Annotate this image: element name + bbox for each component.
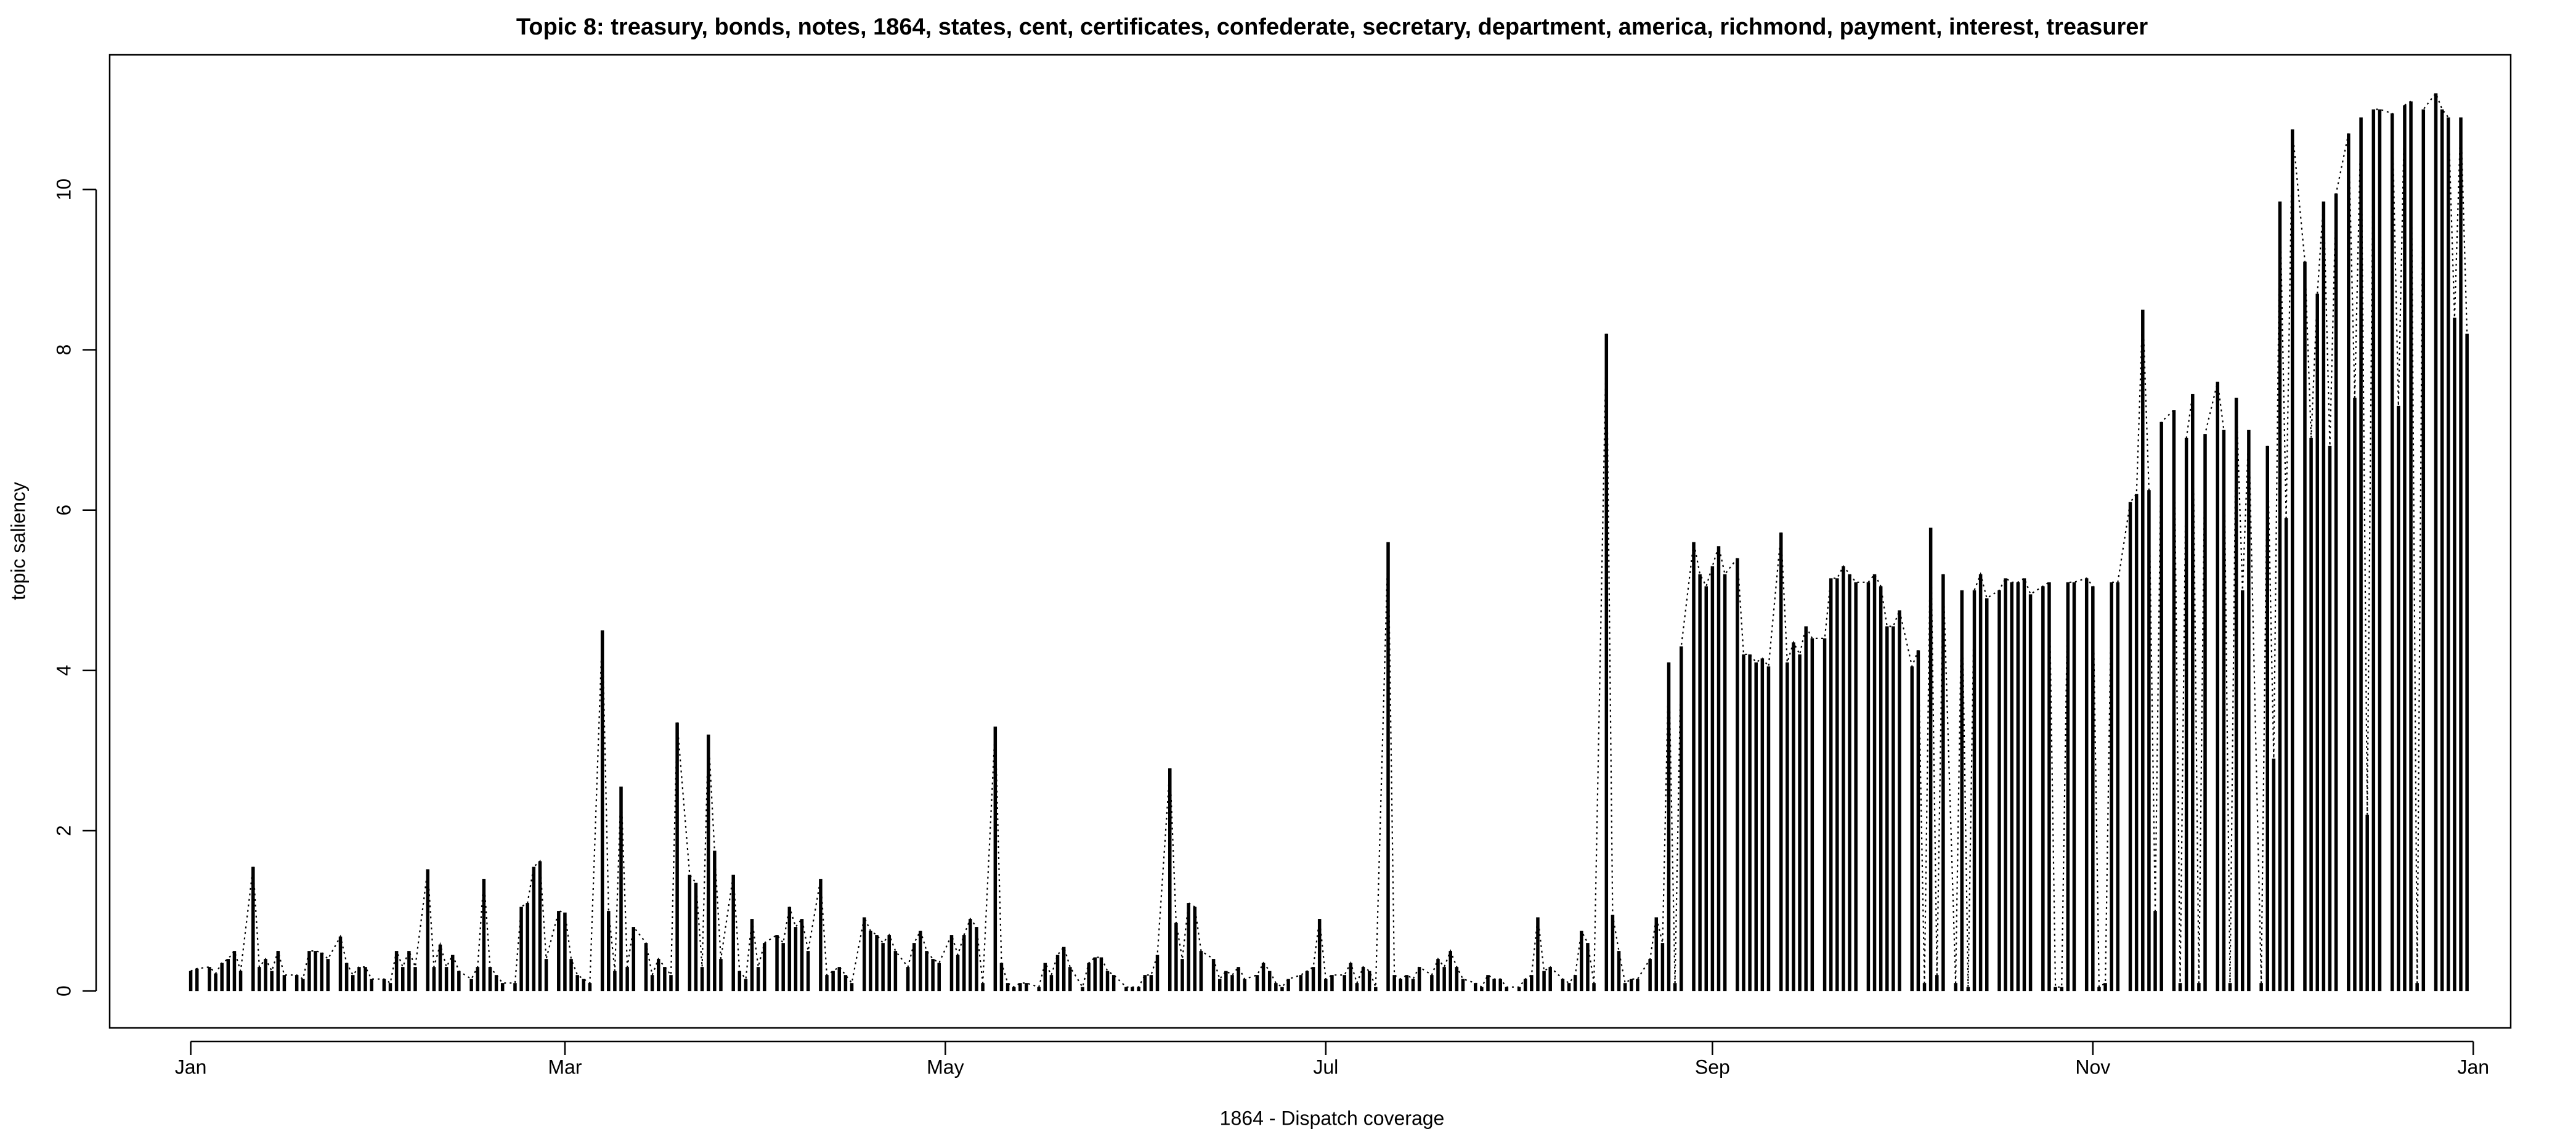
y-tick-label: 4 bbox=[52, 665, 75, 676]
y-axis-label: topic saliency bbox=[7, 482, 29, 600]
x-axis-label: 1864 - Dispatch coverage bbox=[1220, 1107, 1445, 1129]
x-tick-label: Mar bbox=[548, 1056, 582, 1078]
x-tick-label: Jan bbox=[2457, 1056, 2489, 1078]
y-tick-label: 0 bbox=[52, 985, 75, 996]
x-tick-label: Sep bbox=[1695, 1056, 1730, 1078]
x-tick-label: May bbox=[927, 1056, 964, 1078]
x-tick-label: Jul bbox=[1313, 1056, 1338, 1078]
x-tick-label: Jan bbox=[175, 1056, 207, 1078]
trend-line bbox=[190, 92, 2468, 989]
y-tick-label: 8 bbox=[52, 344, 75, 356]
y-tick-label: 10 bbox=[52, 179, 75, 201]
y-tick-label: 6 bbox=[52, 505, 75, 516]
plot-frame bbox=[108, 54, 2512, 1029]
y-tick-label: 2 bbox=[52, 825, 75, 836]
chart-title: Topic 8: treasury, bonds, notes, 1864, s… bbox=[516, 14, 2148, 40]
x-tick-label: Nov bbox=[2075, 1056, 2110, 1078]
